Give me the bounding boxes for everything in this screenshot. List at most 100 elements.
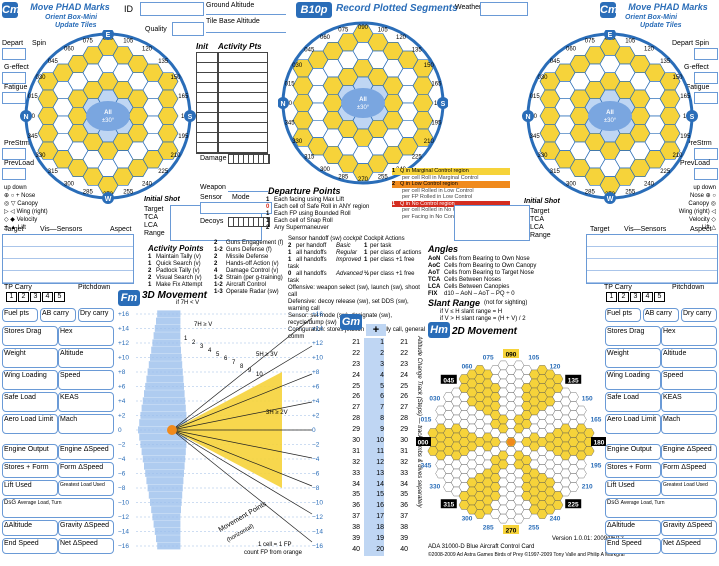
geffect-box[interactable] xyxy=(2,72,26,84)
rtp-2[interactable]: 2 xyxy=(618,292,629,302)
weapon-field[interactable] xyxy=(228,183,268,192)
r-engine-output[interactable]: Engine Output xyxy=(605,444,661,460)
form-speed[interactable]: Form ΔSpeed xyxy=(58,462,114,478)
gm-mid-cell[interactable]: 1 xyxy=(364,338,384,349)
keas[interactable]: KEAS xyxy=(58,392,114,412)
activity-column[interactable] xyxy=(218,52,268,154)
r-fuel-pts[interactable]: Fuel pts xyxy=(605,308,641,322)
r-stores-drag[interactable]: Stores Drag xyxy=(605,326,661,346)
right-prevload-box[interactable] xyxy=(694,168,718,180)
stores-form[interactable]: Stores + Form xyxy=(2,462,58,478)
r-aero-load-limit[interactable]: Aero Load Limit xyxy=(605,414,661,434)
gm-mid-cell[interactable]: 10 xyxy=(364,436,384,447)
aero-load-limit[interactable]: Aero Load Limit xyxy=(2,414,58,434)
gm-mid-cell[interactable]: 16 xyxy=(364,501,384,513)
sensor-field[interactable] xyxy=(200,202,272,214)
gm-mid-cell[interactable]: 11 xyxy=(364,446,384,458)
fuel-pts[interactable]: Fuel pts xyxy=(2,308,38,322)
gm-mid-cell[interactable]: 12 xyxy=(364,457,384,469)
altitude-field[interactable]: Altitude xyxy=(58,348,114,368)
fatigue-box[interactable] xyxy=(2,92,26,104)
r-gravity-speed[interactable]: Gravity ΔSpeed xyxy=(661,520,717,536)
r-wing-loading[interactable]: Wing Loading xyxy=(605,370,661,390)
tp-4[interactable]: 4 xyxy=(42,292,53,302)
rtp-4[interactable]: 4 xyxy=(642,292,653,302)
tp-1[interactable]: 1 xyxy=(6,292,17,302)
r-d-altitude[interactable]: ΔAltitude xyxy=(605,520,661,536)
right-depart-box[interactable] xyxy=(694,48,718,60)
r-dry-carry[interactable]: Dry carry xyxy=(681,308,717,322)
quality-field[interactable] xyxy=(172,22,204,36)
dsg[interactable]: DsG Average Load, Turn xyxy=(2,498,114,518)
gm-mid-cell[interactable]: 13 xyxy=(364,468,384,480)
r-safe-load[interactable]: Safe Load xyxy=(605,392,661,412)
speed-field[interactable]: Speed xyxy=(58,370,114,390)
r-net-speed[interactable]: Net ΔSpeed xyxy=(661,538,717,554)
r-altitude[interactable]: Altitude xyxy=(661,348,717,368)
decoys-boxes[interactable] xyxy=(228,217,270,227)
d-altitude[interactable]: ΔAltitude xyxy=(2,520,58,536)
r-weight[interactable]: Weight xyxy=(605,348,661,368)
r-engine-speed[interactable]: Engine ΔSpeed xyxy=(661,444,717,460)
r-end-speed[interactable]: End Speed xyxy=(605,538,661,554)
tile-base-field[interactable] xyxy=(206,28,286,33)
gravity-speed[interactable]: Gravity ΔSpeed xyxy=(58,520,114,536)
prevload-box[interactable] xyxy=(2,168,26,180)
damage-boxes[interactable] xyxy=(228,154,270,164)
gm-mid-cell[interactable]: 3 xyxy=(364,359,384,371)
gm-mid-cell[interactable]: 19 xyxy=(364,534,384,545)
gm-mid-cell[interactable]: 15 xyxy=(364,490,384,502)
r-ab-carry[interactable]: AB carry xyxy=(643,308,679,322)
r-hex[interactable]: Hex xyxy=(661,326,717,346)
net-speed[interactable]: Net ΔSpeed xyxy=(58,538,114,554)
mach[interactable]: Mach xyxy=(58,414,114,434)
weight[interactable]: Weight xyxy=(2,348,58,368)
target-table-right[interactable] xyxy=(586,234,718,284)
target-table-left[interactable] xyxy=(2,234,134,284)
right-fatigue-box[interactable] xyxy=(694,92,718,104)
rtp-3[interactable]: 3 xyxy=(630,292,641,302)
rtp-5[interactable]: 5 xyxy=(654,292,665,302)
r-speed[interactable]: Speed xyxy=(661,370,717,390)
dry-carry[interactable]: Dry carry xyxy=(78,308,114,322)
gm-mid-cell[interactable]: 5 xyxy=(364,381,384,393)
stores-drag[interactable]: Stores Drag xyxy=(2,326,58,346)
gm-mid-cell[interactable]: 9 xyxy=(364,425,384,437)
hex-field[interactable]: Hex xyxy=(58,326,114,346)
engine-output[interactable]: Engine Output xyxy=(2,444,58,460)
ground-altitude-field[interactable] xyxy=(206,10,286,15)
id-field[interactable] xyxy=(140,2,204,16)
gm-mid-cell[interactable]: 18 xyxy=(364,523,384,535)
r-keas[interactable]: KEAS xyxy=(661,392,717,412)
engine-speed[interactable]: Engine ΔSpeed xyxy=(58,444,114,460)
tp-2[interactable]: 2 xyxy=(18,292,29,302)
tp-3[interactable]: 3 xyxy=(30,292,41,302)
rtp-1[interactable]: 1 xyxy=(606,292,617,302)
prestrm-box[interactable] xyxy=(2,148,26,160)
end-speed[interactable]: End Speed xyxy=(2,538,58,554)
greatest-load[interactable]: Greatest Load Used xyxy=(58,480,114,496)
weather-field[interactable] xyxy=(480,2,528,16)
r-stores-form[interactable]: Stores + Form xyxy=(605,462,661,478)
gm-mid-cell[interactable]: 2 xyxy=(364,348,384,360)
gm-mid-cell[interactable]: 7 xyxy=(364,403,384,415)
depart-box[interactable] xyxy=(2,48,26,60)
wing-loading[interactable]: Wing Loading xyxy=(2,370,58,390)
tp-5[interactable]: 5 xyxy=(54,292,65,302)
initial-shot-box-right[interactable] xyxy=(454,205,530,241)
init-column[interactable] xyxy=(196,52,218,154)
gm-mid-cell[interactable]: 14 xyxy=(364,479,384,491)
gm-mid-cell[interactable]: 17 xyxy=(364,512,384,524)
r-mach[interactable]: Mach xyxy=(661,414,717,434)
right-prestrm-box[interactable] xyxy=(694,148,718,160)
ab-carry[interactable]: AB carry xyxy=(40,308,76,322)
safe-load[interactable]: Safe Load xyxy=(2,392,58,412)
r-greatest-load[interactable]: Greatest Load Used xyxy=(661,480,717,496)
gm-mid-cell[interactable]: 4 xyxy=(364,370,384,382)
gm-mid-cell[interactable]: 8 xyxy=(364,414,384,426)
gm-mid-cell[interactable]: 20 xyxy=(364,544,384,556)
gm-mid-cell[interactable]: 6 xyxy=(364,392,384,404)
lift-used[interactable]: Lift Used xyxy=(2,480,58,496)
r-form-speed[interactable]: Form ΔSpeed xyxy=(661,462,717,478)
r-dsg[interactable]: DsG Average Load, Turn xyxy=(605,498,717,518)
